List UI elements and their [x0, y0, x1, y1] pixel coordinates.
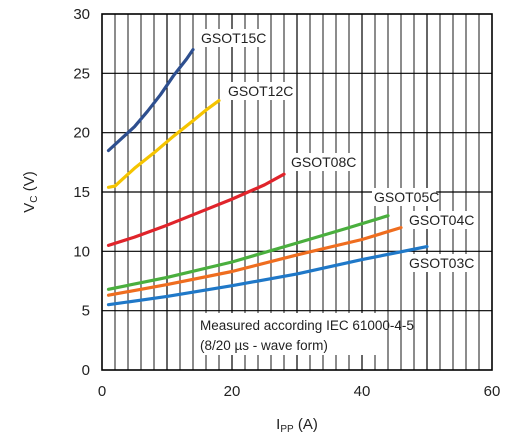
series-label-gsot04c: GSOT04C	[409, 212, 474, 228]
y-tick-label: 10	[73, 243, 90, 260]
x-tick-labels: 0 20 40 60	[98, 383, 501, 400]
series-label-gsot03c: GSOT03C	[409, 255, 474, 271]
horizontal-gridlines	[102, 72, 492, 312]
y-tick-label: 5	[82, 303, 90, 320]
plot-frame	[101, 13, 493, 371]
x-axis-label: IPP (A)	[276, 416, 318, 435]
series-line-gsot04c	[106, 226, 403, 297]
series-line-gsot03c	[106, 245, 429, 307]
annotation-box	[197, 313, 381, 355]
series-lines	[106, 48, 429, 307]
measurement-note: Measured according IEC 61000-4-5 (8/20 µs…	[200, 318, 414, 353]
series-label-bg	[407, 254, 472, 272]
series-line-gsot08c	[106, 172, 286, 247]
x-tick-label: 60	[484, 383, 501, 400]
y-tick-label: 20	[73, 125, 90, 142]
series-line-gsot15c	[106, 48, 195, 153]
y-tick-labels: 0 5 10 15 20 25 30	[73, 6, 90, 379]
x-tick-label: 40	[354, 383, 371, 400]
annotation-line: Measured according IEC 61000-4-5	[200, 318, 414, 333]
series-label-bg	[372, 188, 437, 206]
series-label-gsot08c: GSOT08C	[291, 154, 356, 170]
annotation-line: (8/20 µs - wave form)	[200, 338, 328, 353]
y-tick-label: 0	[82, 362, 90, 379]
y-tick-label: 30	[73, 6, 90, 23]
series-line-gsot12c	[106, 99, 221, 189]
y-axis-label: VC (V)	[21, 171, 40, 212]
y-tick-label: 15	[73, 184, 90, 201]
series-labels: GSOT15C GSOT12C GSOT08C GSOT05C GSOT04C GSOT0…	[199, 29, 474, 272]
y-tick-label: 25	[73, 65, 90, 82]
series-label-gsot15c: GSOT15C	[201, 30, 266, 46]
series-label-bg	[407, 211, 472, 229]
annotation-background	[197, 313, 381, 355]
x-tick-label: 20	[224, 383, 241, 400]
series-label-bg	[289, 153, 354, 171]
series-label-bg	[199, 29, 264, 47]
series-label-gsot05c: GSOT05C	[374, 189, 439, 205]
series-label-gsot12c: GSOT12C	[228, 83, 293, 99]
x-tick-label: 0	[98, 383, 106, 400]
series-label-bg	[226, 82, 291, 100]
series-line-gsot05c	[106, 214, 390, 291]
